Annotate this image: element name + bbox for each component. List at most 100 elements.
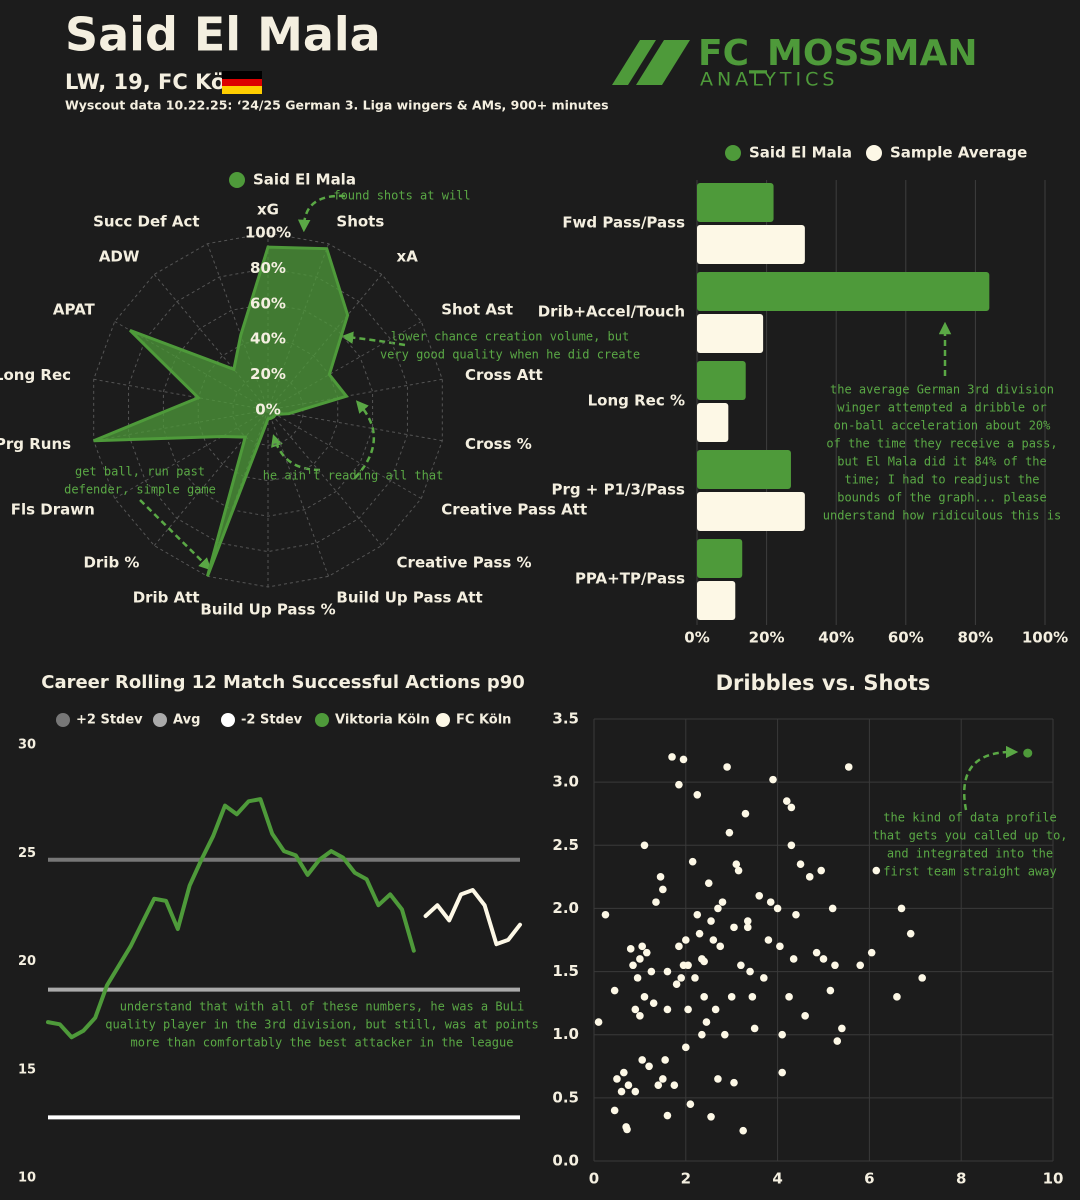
category-label: Drib+Accel/Touch bbox=[538, 303, 685, 321]
point bbox=[594, 1018, 603, 1026]
annotation: more than comfortably the best attacker … bbox=[131, 1036, 514, 1050]
x-tick-label: 60% bbox=[888, 629, 924, 647]
y-tick-label: 0.5 bbox=[552, 1088, 579, 1106]
x-tick-label: 4 bbox=[772, 1170, 782, 1188]
point bbox=[723, 763, 731, 771]
point bbox=[737, 961, 745, 970]
x-tick-label: 0% bbox=[684, 629, 709, 647]
line bbox=[46, 797, 416, 1040]
point bbox=[654, 1081, 663, 1090]
point bbox=[688, 857, 697, 866]
point bbox=[693, 790, 702, 799]
point bbox=[695, 929, 704, 938]
y-tick-label: 30 bbox=[18, 738, 36, 753]
axis-label: Cross % bbox=[465, 435, 532, 453]
point bbox=[640, 993, 649, 1001]
y-tick-label: 10 bbox=[18, 1171, 36, 1186]
x-tick-label: 10 bbox=[1043, 1170, 1064, 1188]
legend-dot bbox=[436, 713, 450, 727]
point bbox=[623, 1125, 631, 1134]
point bbox=[773, 904, 782, 913]
point bbox=[805, 873, 814, 881]
point bbox=[626, 945, 635, 953]
point bbox=[663, 1111, 672, 1120]
annotation: he ain't reading all that bbox=[263, 469, 444, 483]
y-tick-label: 1.0 bbox=[552, 1025, 579, 1043]
arrows bbox=[139, 194, 1019, 811]
axis-label: Drib % bbox=[83, 554, 139, 572]
logo-mark bbox=[612, 40, 690, 85]
point bbox=[613, 1075, 621, 1083]
x-tick-label: 2 bbox=[681, 1170, 691, 1188]
spoke bbox=[267, 409, 330, 577]
point bbox=[709, 936, 718, 944]
legend-label: -2 Stdev bbox=[241, 713, 303, 728]
annotation: understand that with all of these number… bbox=[120, 1000, 525, 1014]
point bbox=[833, 1037, 842, 1045]
point bbox=[670, 1081, 679, 1090]
point bbox=[826, 986, 835, 995]
point bbox=[746, 967, 754, 976]
annotation: get ball, run past bbox=[75, 465, 205, 479]
axis-label: Fls Drawn bbox=[11, 501, 95, 519]
point bbox=[831, 961, 839, 970]
r-tick-label: 40% bbox=[250, 330, 286, 348]
y-tick-label: 15 bbox=[18, 1062, 36, 1077]
point bbox=[659, 1075, 667, 1083]
legend-dot bbox=[221, 713, 235, 727]
point bbox=[675, 942, 683, 951]
point bbox=[636, 1011, 644, 1020]
axis-label: ADW bbox=[99, 247, 140, 265]
point bbox=[714, 1075, 722, 1083]
point bbox=[776, 942, 784, 951]
x-tick-label: 0 bbox=[589, 1170, 599, 1188]
point bbox=[872, 866, 881, 875]
point bbox=[718, 898, 727, 906]
point bbox=[714, 904, 722, 913]
annotation: understand how ridiculous this is bbox=[823, 509, 1061, 523]
bar bbox=[697, 403, 729, 442]
line bbox=[423, 888, 522, 947]
annotation: defender, simple game bbox=[64, 483, 216, 497]
point bbox=[844, 763, 853, 771]
point bbox=[633, 974, 642, 982]
axis-label: Creative Pass Att bbox=[441, 501, 587, 519]
chart-title: Career Rolling 12 Match Successful Actio… bbox=[41, 672, 525, 693]
point bbox=[817, 866, 826, 875]
point bbox=[796, 860, 805, 869]
point bbox=[716, 942, 725, 951]
r-tick-label: 60% bbox=[250, 294, 286, 312]
bar bbox=[697, 272, 990, 311]
radar-area bbox=[93, 245, 350, 577]
point bbox=[785, 993, 793, 1001]
y-tick-label: 20 bbox=[18, 954, 36, 969]
point bbox=[778, 1068, 786, 1077]
point bbox=[610, 1106, 619, 1115]
point bbox=[682, 936, 690, 944]
point bbox=[668, 753, 676, 761]
legend-dot bbox=[866, 145, 882, 161]
annotation: time; I had to readjust the bbox=[844, 473, 1039, 487]
point bbox=[707, 1113, 715, 1121]
annotation: bounds of the graph... please bbox=[837, 491, 1047, 505]
r-tick-label: 20% bbox=[250, 365, 286, 383]
x-tick-label: 6 bbox=[864, 1170, 874, 1188]
axis-label: Shots bbox=[336, 213, 384, 231]
annotation: but El Mala did it 84% of the bbox=[837, 455, 1047, 469]
point bbox=[897, 904, 906, 913]
point bbox=[704, 879, 713, 887]
point bbox=[789, 955, 798, 963]
legend-label: Said El Mala bbox=[253, 171, 356, 189]
annotation: that gets you called up to, bbox=[872, 829, 1067, 843]
point bbox=[631, 1087, 640, 1096]
bar bbox=[697, 450, 791, 489]
point bbox=[812, 948, 821, 957]
point bbox=[652, 898, 660, 906]
x-tick-label: 40% bbox=[818, 629, 854, 647]
bar bbox=[697, 314, 764, 353]
axis-label: Drib Att bbox=[133, 588, 200, 606]
annotation: the kind of data profile bbox=[883, 811, 1056, 825]
logo-sub: ANALYTICS bbox=[700, 69, 838, 91]
annotation: first team straight away bbox=[883, 865, 1056, 879]
bar bbox=[697, 225, 805, 264]
